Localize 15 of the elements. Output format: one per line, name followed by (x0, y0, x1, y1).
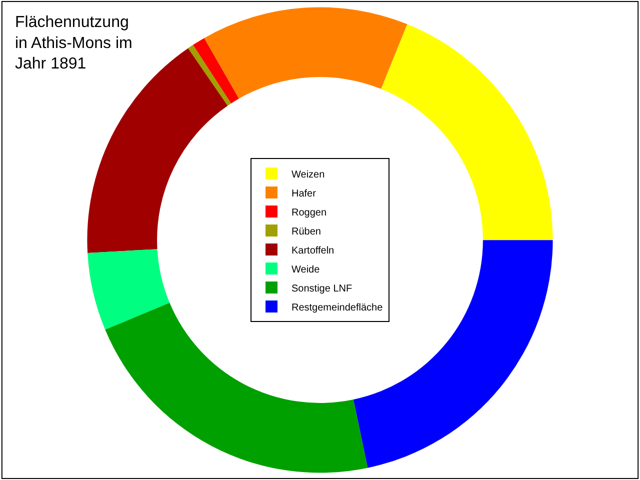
donut-slice (204, 7, 408, 99)
donut-slice (381, 24, 553, 240)
legend-label: Sonstige LNF (292, 283, 352, 294)
legend-label: Rüben (292, 226, 321, 238)
donut-slice (88, 249, 170, 330)
donut-slice (88, 48, 228, 253)
text: Flächennutzung in Athis-Mons im Jahr 1891 (15, 14, 132, 73)
donut-slice (188, 44, 232, 106)
legend-label: Hafer (292, 188, 317, 200)
legend-label: Restgemeindefläche (292, 302, 384, 314)
legend-label: Kartoffeln (292, 245, 334, 256)
legend-label: Roggen (292, 207, 327, 218)
legend-label: Weide (292, 264, 320, 276)
donut-slice (192, 38, 239, 104)
legend-label: Weizen (292, 169, 325, 180)
